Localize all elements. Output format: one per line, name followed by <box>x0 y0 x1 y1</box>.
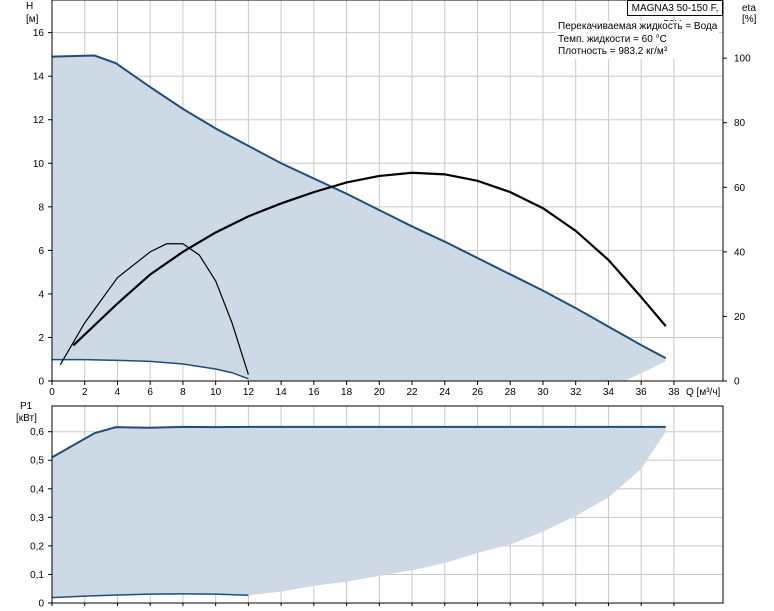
y2-tick-label: 100 <box>734 54 751 65</box>
y2-tick-label: 20 <box>734 312 746 323</box>
eta-min-curve <box>59 243 249 375</box>
head-eta-chart: 0 2 4 6 8 10 12 14 16 18 20 22 24 26 28 30 32 34 36 3802468… <box>26 0 757 398</box>
x-tick-label: 12 <box>243 387 255 398</box>
y-tick-label: 0 <box>38 599 44 610</box>
y-axis-name: H <box>26 1 33 12</box>
eta-max-curve <box>72 171 667 347</box>
power-max-curve <box>51 425 666 459</box>
y-tick-label: 8 <box>38 202 44 213</box>
x-tick-label: 16 <box>308 387 320 398</box>
head-min-curve <box>52 358 249 380</box>
x-tick-label: 8 <box>180 387 186 398</box>
y2-tick-label: 80 <box>734 118 746 129</box>
x-tick-label: 28 <box>505 387 517 398</box>
y2-axis-unit: [%] <box>742 14 757 25</box>
y-tick-label: 16 <box>33 28 45 39</box>
y-tick-label: 0,4 <box>30 484 44 495</box>
y-axis-name: P1 <box>20 401 33 412</box>
x-tick-label: 10 <box>210 387 222 398</box>
x-tick-label: 36 <box>636 387 648 398</box>
y-tick-label: 6 <box>38 246 44 257</box>
x-tick-label: 22 <box>406 387 418 398</box>
y-tick-label: 0,1 <box>30 570 44 581</box>
y2-tick-label: 0 <box>734 377 740 388</box>
x-tick-label: 26 <box>472 387 484 398</box>
x-tick-label: 4 <box>115 387 121 398</box>
head-max-curve <box>51 54 667 360</box>
y2-tick-label: 40 <box>734 247 746 258</box>
fluid-info-box: Перекачиваемая жидкость = Вода Темп. жид… <box>556 21 720 59</box>
x-tick-label: 32 <box>570 387 582 398</box>
x-tick-label: 34 <box>603 387 615 398</box>
y-tick-label: 10 <box>33 159 45 170</box>
y-tick-label: 14 <box>33 72 45 83</box>
y2-tick-label: 60 <box>734 183 746 194</box>
power-min-curve <box>51 593 249 599</box>
y-tick-label: 0,2 <box>30 541 44 552</box>
x-tick-label: 18 <box>341 387 353 398</box>
power-area <box>52 426 666 598</box>
y-tick-label: 4 <box>38 289 44 300</box>
density-line: Плотность = 983.2 кг/м³ <box>558 46 668 57</box>
y-tick-label: 0,6 <box>30 427 44 438</box>
x-tick-label: 38 <box>668 387 680 398</box>
x-tick-label: 20 <box>374 387 386 398</box>
fluid-line: Перекачиваемая жидкость = Вода <box>558 21 718 32</box>
x-tick-label: 0 <box>49 387 55 398</box>
pump-model-label: MAGNA3 50-150 F, 50Hz <box>627 0 723 30</box>
x-tick-label: 2 <box>82 387 88 398</box>
plot-frame <box>51 0 724 382</box>
y-axis-unit: [кВт] <box>16 413 37 424</box>
x-tick-label: 14 <box>276 387 288 398</box>
x-axis-label: Q [м³/ч] <box>686 387 721 398</box>
y-tick-label: 2 <box>38 333 44 344</box>
y-tick-label: 0,3 <box>30 513 44 524</box>
y2-axis-name: eta <box>742 3 756 14</box>
y-tick-label: 0 <box>38 377 44 388</box>
power-chart: 0 0,1 0,2 0,3 0,4 0,5 0,6 P1[кВт] <box>16 401 724 610</box>
y-tick-label: 0,5 <box>30 456 44 467</box>
operating-area <box>52 55 666 381</box>
y-tick-label: 12 <box>33 115 45 126</box>
plot-frame <box>51 405 724 604</box>
temperature-line: Темп. жидкости = 60 °C <box>558 33 667 45</box>
x-tick-label: 6 <box>147 387 153 398</box>
x-tick-label: 24 <box>439 387 451 398</box>
y-axis-unit: [м] <box>26 14 39 25</box>
x-tick-label: 30 <box>537 387 549 398</box>
